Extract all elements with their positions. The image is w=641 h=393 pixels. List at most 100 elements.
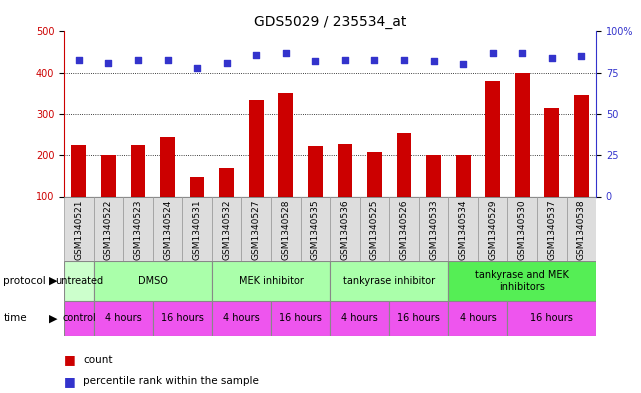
Bar <box>301 196 330 261</box>
Bar <box>271 196 301 261</box>
Text: DMSO: DMSO <box>138 276 168 286</box>
Bar <box>72 145 87 196</box>
Point <box>103 60 113 66</box>
Point <box>281 50 291 56</box>
Bar <box>397 132 412 196</box>
Text: GSM1340532: GSM1340532 <box>222 200 231 260</box>
Text: GSM1340521: GSM1340521 <box>74 200 83 260</box>
Bar <box>131 145 146 196</box>
Text: GSM1340525: GSM1340525 <box>370 200 379 260</box>
Bar <box>123 196 153 261</box>
Point <box>576 53 587 59</box>
Bar <box>426 155 441 196</box>
Bar <box>160 137 175 196</box>
Title: GDS5029 / 235534_at: GDS5029 / 235534_at <box>254 15 406 29</box>
Text: GSM1340537: GSM1340537 <box>547 200 556 261</box>
Text: GSM1340536: GSM1340536 <box>340 200 349 261</box>
Point <box>133 56 143 62</box>
Point <box>162 56 172 62</box>
Bar <box>330 196 360 261</box>
Point <box>458 61 468 68</box>
Bar <box>94 196 123 261</box>
Bar <box>448 196 478 261</box>
Text: GSM1340533: GSM1340533 <box>429 200 438 261</box>
Text: 4 hours: 4 hours <box>460 313 496 323</box>
Bar <box>448 301 508 336</box>
Bar <box>515 73 529 196</box>
Bar <box>456 155 470 196</box>
Point <box>428 58 438 64</box>
Bar <box>367 152 382 196</box>
Text: 4 hours: 4 hours <box>105 313 142 323</box>
Bar <box>389 196 419 261</box>
Text: GSM1340530: GSM1340530 <box>518 200 527 261</box>
Point <box>340 56 350 62</box>
Text: GSM1340528: GSM1340528 <box>281 200 290 260</box>
Bar <box>448 261 596 301</box>
Point <box>369 56 379 62</box>
Bar <box>360 196 389 261</box>
Bar <box>94 301 153 336</box>
Text: 4 hours: 4 hours <box>223 313 260 323</box>
Point <box>222 60 232 66</box>
Text: count: count <box>83 354 113 365</box>
Text: GSM1340538: GSM1340538 <box>577 200 586 261</box>
Point <box>399 56 409 62</box>
Text: GSM1340529: GSM1340529 <box>488 200 497 260</box>
Bar <box>271 301 330 336</box>
Bar <box>212 261 330 301</box>
Bar <box>182 196 212 261</box>
Bar <box>278 93 293 196</box>
Bar <box>242 196 271 261</box>
Point <box>517 50 528 56</box>
Bar <box>567 196 596 261</box>
Bar <box>508 301 596 336</box>
Bar <box>544 108 559 196</box>
Bar <box>389 301 448 336</box>
Bar <box>249 99 263 196</box>
Bar <box>537 196 567 261</box>
Text: ▶: ▶ <box>49 276 58 286</box>
Text: untreated: untreated <box>55 276 103 286</box>
Bar <box>330 261 448 301</box>
Bar <box>64 196 94 261</box>
Bar <box>212 196 242 261</box>
Text: GSM1340527: GSM1340527 <box>252 200 261 260</box>
Text: ■: ■ <box>64 353 76 366</box>
Bar <box>190 177 204 196</box>
Bar <box>219 169 234 196</box>
Bar <box>212 301 271 336</box>
Point <box>251 51 262 58</box>
Bar <box>101 155 116 196</box>
Bar <box>508 196 537 261</box>
Bar <box>153 301 212 336</box>
Point <box>192 64 203 71</box>
Bar <box>338 144 353 196</box>
Bar <box>94 261 212 301</box>
Bar <box>64 261 94 301</box>
Text: percentile rank within the sample: percentile rank within the sample <box>83 376 259 386</box>
Text: ▶: ▶ <box>49 313 58 323</box>
Point <box>74 56 84 62</box>
Bar <box>574 95 588 196</box>
Text: GSM1340531: GSM1340531 <box>192 200 202 261</box>
Text: 16 hours: 16 hours <box>397 313 440 323</box>
Text: GSM1340526: GSM1340526 <box>399 200 408 260</box>
Text: ■: ■ <box>64 375 76 388</box>
Bar <box>419 196 448 261</box>
Text: protocol: protocol <box>3 276 46 286</box>
Text: 16 hours: 16 hours <box>279 313 322 323</box>
Text: 16 hours: 16 hours <box>161 313 204 323</box>
Point <box>488 50 498 56</box>
Text: 4 hours: 4 hours <box>341 313 378 323</box>
Bar <box>485 81 500 196</box>
Bar <box>308 146 322 196</box>
Point <box>310 58 320 64</box>
Bar <box>330 301 389 336</box>
Text: GSM1340522: GSM1340522 <box>104 200 113 260</box>
Text: time: time <box>3 313 27 323</box>
Text: GSM1340523: GSM1340523 <box>133 200 142 260</box>
Text: control: control <box>62 313 96 323</box>
Bar <box>153 196 182 261</box>
Text: tankyrase inhibitor: tankyrase inhibitor <box>343 276 435 286</box>
